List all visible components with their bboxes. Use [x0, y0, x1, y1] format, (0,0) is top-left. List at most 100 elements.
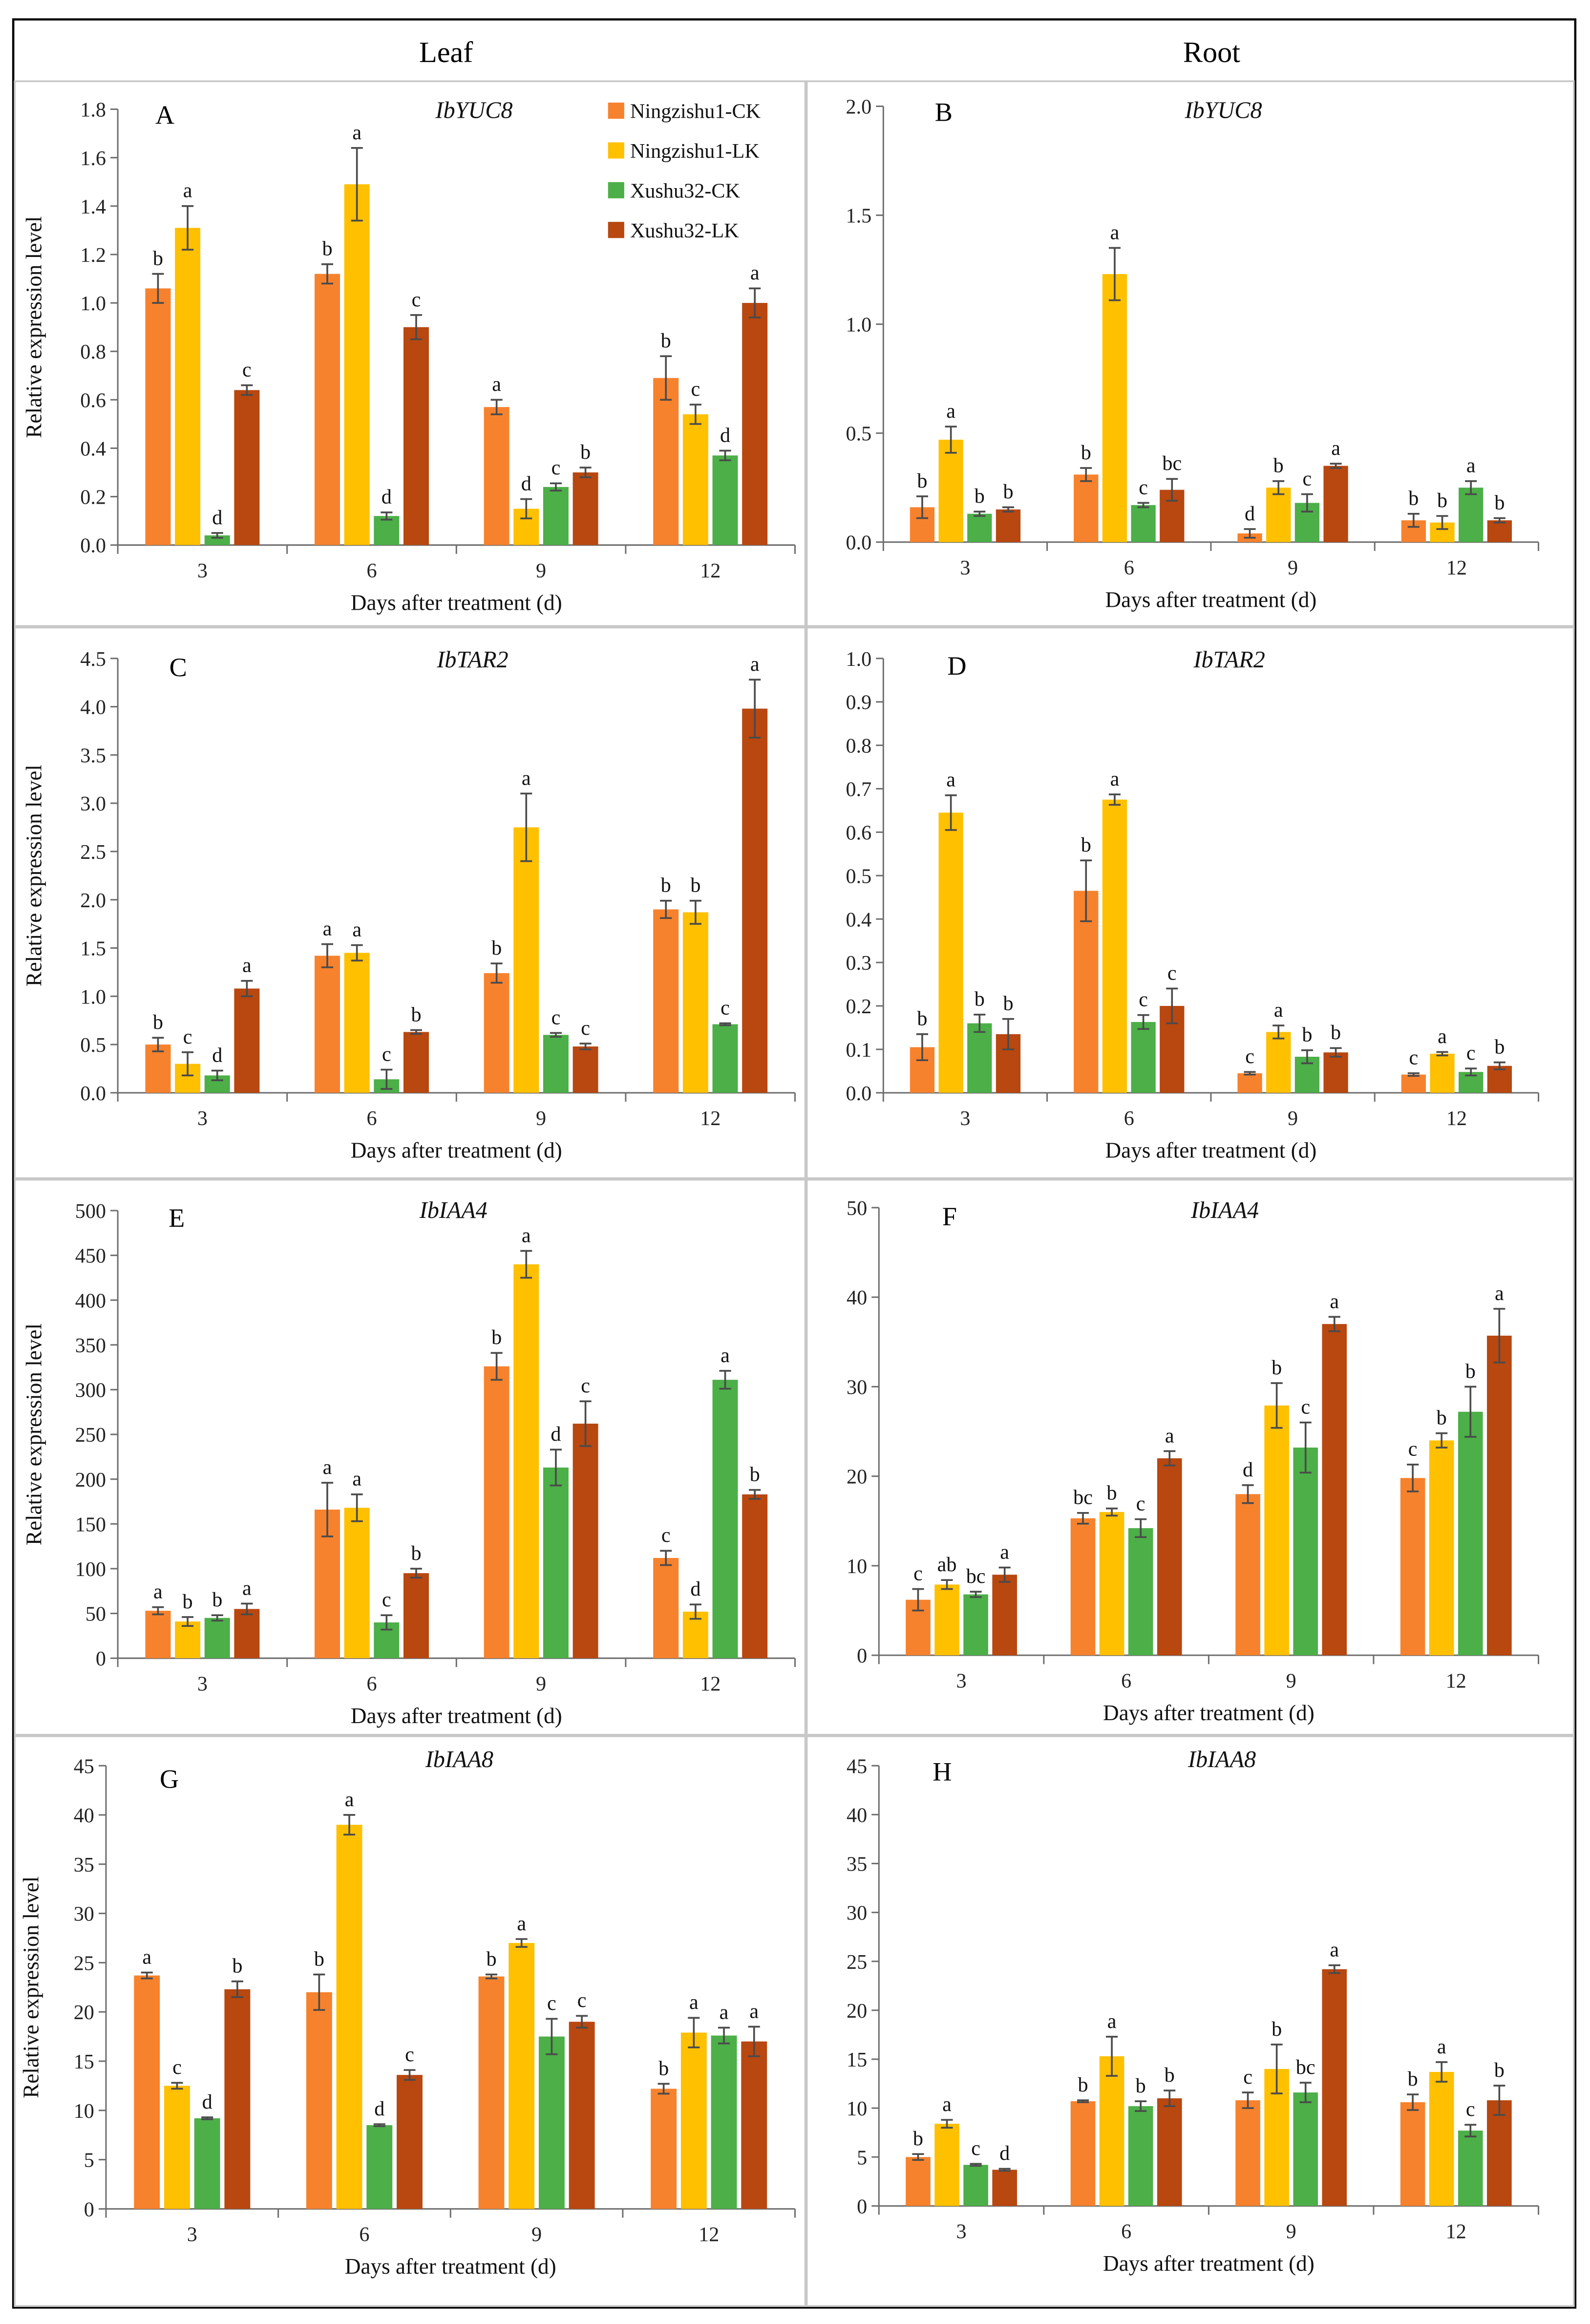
bar-f-day12-ningzishu1-lk — [1429, 1440, 1454, 1656]
y-tick-label: 5 — [84, 2149, 94, 2172]
bar-h-day9-ningzishu1-ck — [1235, 2100, 1260, 2206]
x-tick-label-day-6: 6 — [366, 559, 377, 582]
error-bar-d-day9-ningzishu1-lk — [1272, 1024, 1285, 1040]
error-bar-h-day6-ningzishu1-ck — [1077, 2099, 1089, 2103]
error-bar-f-day12-ningzishu1-lk — [1436, 1432, 1448, 1449]
significance-letter-c-day6-xushu32-lk: b — [411, 1003, 421, 1026]
legend-swatch-xushu32-lk — [608, 222, 624, 238]
significance-letter-d-day9-xushu32-ck: b — [1302, 1023, 1312, 1046]
y-tick-label: 1.2 — [80, 244, 106, 267]
y-axis-title: Relative expression level — [21, 765, 46, 986]
significance-letter-h-day9-ningzishu1-ck: c — [1243, 2066, 1252, 2089]
significance-letter-g-day9-xushu32-ck: c — [547, 1992, 556, 2015]
error-bar-d-day12-xushu32-ck — [1465, 1067, 1477, 1077]
significance-letter-g-day9-xushu32-lk: c — [577, 1989, 587, 2012]
significance-letter-c-day12-ningzishu1-lk: b — [690, 874, 700, 897]
error-bar-e-day12-xushu32-ck — [719, 1370, 731, 1390]
error-bar-a-day9-ningzishu1-lk — [520, 498, 532, 519]
y-tick-label: 0.0 — [80, 534, 106, 557]
bar-d-day6-xushu32-ck — [1131, 1022, 1156, 1093]
significance-letter-c-day12-ningzishu1-ck: b — [661, 874, 671, 897]
error-bar-b-day12-ningzishu1-lk — [1436, 515, 1448, 530]
bar-d-day12-xushu32-lk — [1487, 1066, 1512, 1093]
y-tick-label: 20 — [847, 1466, 867, 1489]
bar-e-day12-xushu32-lk — [742, 1494, 768, 1659]
bar-a-day9-xushu32-ck — [543, 487, 569, 545]
bar-f-day9-xushu32-lk — [1322, 1324, 1347, 1656]
y-tick-label: 3.5 — [80, 744, 106, 767]
error-bar-g-day12-ningzishu1-lk — [688, 2017, 700, 2048]
x-tick-label-day-6: 6 — [366, 1672, 377, 1695]
bar-b-day6-xushu32-ck — [1131, 505, 1156, 542]
error-bar-f-day6-xushu32-ck — [1135, 1518, 1147, 1538]
significance-letter-d-day3-ningzishu1-ck: b — [917, 1007, 927, 1030]
y-tick-label: 40 — [847, 1804, 867, 1827]
error-bar-c-day12-xushu32-ck — [719, 1022, 731, 1026]
bar-g-day3-xushu32-ck — [194, 2118, 220, 2209]
significance-letter-f-day9-xushu32-lk: a — [1330, 1290, 1339, 1313]
significance-letter-d-day12-xushu32-lk: b — [1494, 1036, 1505, 1059]
bar-g-day6-ningzishu1-lk — [336, 1825, 362, 2209]
x-tick-label-day-6: 6 — [1124, 556, 1134, 579]
significance-letter-b-day9-xushu32-lk: a — [1331, 437, 1340, 460]
bar-h-day12-xushu32-lk — [1487, 2100, 1512, 2206]
error-bar-a-day12-ningzishu1-ck — [660, 355, 672, 401]
x-tick-label-day-6: 6 — [1121, 2220, 1131, 2243]
bar-a-day6-xushu32-ck — [374, 516, 400, 545]
x-tick-label-day-12: 12 — [700, 559, 721, 582]
error-bar-g-day12-xushu32-lk — [748, 2026, 760, 2057]
legend: Ningzishu1-CK Ningzishu1-LK Xushu32-CK X… — [608, 100, 761, 242]
bar-c-day3-xushu32-lk — [234, 988, 260, 1093]
bar-d-day12-ningzishu1-ck — [1401, 1074, 1426, 1093]
bar-e-day12-ningzishu1-ck — [653, 1557, 679, 1659]
bar-a-day12-ningzishu1-lk — [682, 414, 708, 545]
error-bar-h-day9-ningzishu1-ck — [1242, 2091, 1254, 2109]
bar-g-day6-ningzishu1-ck — [306, 1992, 332, 2209]
bar-h-day6-ningzishu1-lk — [1099, 2056, 1124, 2206]
panel-frame-c — [14, 626, 806, 1179]
significance-letter-g-day3-ningzishu1-ck: a — [142, 1945, 151, 1968]
significance-letter-b-day12-ningzishu1-lk: b — [1437, 489, 1447, 512]
bar-g-day12-xushu32-lk — [741, 2041, 767, 2209]
error-bar-h-day12-ningzishu1-ck — [1407, 2093, 1419, 2111]
error-bar-f-day3-ningzishu1-ck — [912, 1588, 924, 1612]
bar-d-day3-ningzishu1-lk — [938, 812, 963, 1093]
bar-f-day6-ningzishu1-lk — [1099, 1512, 1124, 1656]
significance-letter-h-day3-xushu32-ck: c — [971, 2137, 980, 2160]
significance-letter-g-day6-ningzishu1-ck: b — [314, 1947, 324, 1970]
y-tick-label: 0.0 — [80, 1082, 106, 1105]
significance-letter-g-day3-ningzishu1-lk: c — [172, 2056, 182, 2079]
error-bar-c-day9-ningzishu1-ck — [490, 962, 503, 984]
significance-letter-e-day6-xushu32-lk: b — [411, 1542, 421, 1565]
error-bar-b-day9-ningzishu1-ck — [1244, 528, 1256, 539]
significance-letter-d-day3-xushu32-ck: b — [975, 988, 985, 1011]
bar-h-day6-xushu32-ck — [1128, 2106, 1153, 2206]
error-bar-e-day9-xushu32-lk — [579, 1400, 592, 1447]
x-tick-label-day-3: 3 — [956, 2220, 967, 2243]
error-bar-b-day3-ningzishu1-ck — [916, 495, 929, 519]
x-axis-title: Days after treatment (d) — [1105, 1138, 1317, 1162]
significance-letter-f-day9-ningzishu1-ck: d — [1243, 1458, 1253, 1481]
bar-h-day3-ningzishu1-lk — [934, 2124, 959, 2206]
panel-label-a: A — [155, 101, 174, 130]
bar-e-day9-xushu32-ck — [543, 1467, 569, 1659]
error-bar-h-day12-xushu32-ck — [1464, 2124, 1477, 2137]
bar-c-day6-xushu32-lk — [403, 1032, 429, 1093]
x-tick-label-day-9: 9 — [536, 1107, 546, 1130]
y-tick-label: 25 — [74, 1952, 94, 1975]
error-bar-g-day9-ningzishu1-ck — [485, 1973, 498, 1980]
y-tick-label: 0.4 — [80, 438, 106, 461]
x-axis-title: Days after treatment (d) — [351, 1138, 562, 1162]
significance-letter-a-day12-xushu32-lk: a — [750, 261, 760, 284]
y-tick-label: 0 — [857, 2195, 867, 2218]
y-tick-label: 4.0 — [80, 696, 106, 719]
significance-letter-d-day6-xushu32-ck: c — [1139, 988, 1148, 1011]
significance-letter-c-day3-ningzishu1-lk: c — [183, 1025, 192, 1048]
bar-f-day9-ningzishu1-lk — [1264, 1405, 1289, 1656]
legend-label-ningzishu1-lk: Ningzishu1-LK — [630, 140, 760, 163]
figure-border — [12, 18, 1577, 2309]
significance-letter-a-day12-ningzishu1-ck: b — [661, 329, 671, 352]
significance-letter-c-day6-ningzishu1-ck: a — [323, 917, 332, 940]
y-tick-label: 20 — [847, 2000, 867, 2023]
error-bar-h-day9-xushu32-ck — [1299, 2082, 1312, 2103]
